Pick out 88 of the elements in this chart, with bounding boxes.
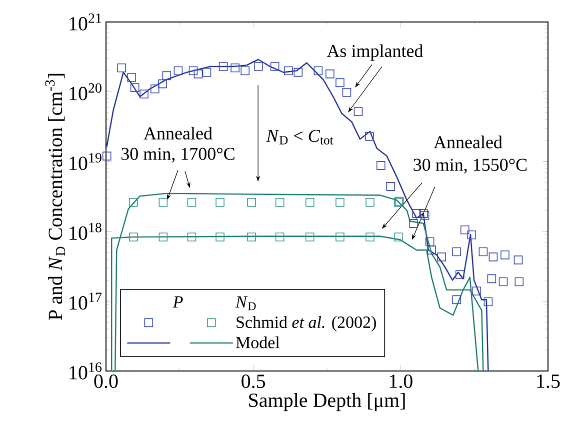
point <box>452 295 462 304</box>
point <box>460 225 470 234</box>
x-tick-label: 0.5 <box>242 374 266 388</box>
point <box>240 66 250 76</box>
annotation: P <box>172 296 183 308</box>
point <box>275 232 284 242</box>
point <box>478 247 488 256</box>
point <box>202 68 212 77</box>
point <box>158 232 168 242</box>
y-tick-label: 10$^{17}$ <box>70 292 102 310</box>
point <box>418 209 428 218</box>
point <box>514 277 524 286</box>
point <box>366 232 374 242</box>
point <box>484 297 493 306</box>
y-tick-label: 10$^{18}$ <box>70 222 102 240</box>
point <box>394 232 403 242</box>
line-series <box>114 192 484 371</box>
point <box>487 274 496 284</box>
point <box>467 230 476 240</box>
annotation: 30 min, 1550°C <box>414 158 527 174</box>
annotation: N$_{D}$ <box>235 296 256 310</box>
point <box>427 246 436 254</box>
point <box>336 232 344 242</box>
point <box>130 83 140 92</box>
annotation: N$_{D}$ < C$_{tot}$ <box>266 130 334 144</box>
point <box>187 198 196 207</box>
x-axis-title: Sample Depth [μm] <box>249 392 405 412</box>
y-tick-label: 10$^{21}$ <box>70 13 102 30</box>
point <box>162 71 172 80</box>
point <box>514 256 523 264</box>
point <box>102 152 112 160</box>
x-tick-label: 1.0 <box>390 374 412 388</box>
annotation: Annealed <box>144 126 212 140</box>
y-tick-label: 10$^{19}$ <box>70 153 102 170</box>
point <box>354 107 363 116</box>
point <box>188 66 198 76</box>
point <box>376 161 386 170</box>
x-tick-label: 1.5 <box>537 374 560 388</box>
point <box>275 198 284 207</box>
point <box>129 232 138 242</box>
point <box>437 252 446 262</box>
point <box>117 63 126 72</box>
point <box>216 198 224 207</box>
point <box>158 198 168 207</box>
point <box>336 78 344 88</box>
point <box>247 198 256 207</box>
point <box>150 84 160 94</box>
point <box>194 70 203 78</box>
point <box>365 132 374 141</box>
point <box>455 270 464 280</box>
point <box>420 210 430 220</box>
point <box>284 66 293 76</box>
point <box>472 286 482 296</box>
y-tick-label: 10$^{20}$ <box>70 83 102 100</box>
point <box>254 62 263 71</box>
point <box>216 232 224 242</box>
point <box>187 232 196 242</box>
point <box>294 68 303 77</box>
point <box>306 198 314 207</box>
point <box>386 182 396 191</box>
point <box>452 247 462 256</box>
point <box>129 198 138 207</box>
point <box>306 232 314 242</box>
point <box>342 88 352 97</box>
point <box>336 198 344 207</box>
point <box>314 66 323 76</box>
point <box>174 66 183 76</box>
point <box>326 70 334 78</box>
point <box>425 237 434 246</box>
point <box>488 252 498 262</box>
legend-label: Model <box>236 336 280 348</box>
point <box>230 63 240 72</box>
annotation: Annealed <box>434 136 502 148</box>
point <box>270 62 280 71</box>
point <box>498 277 508 286</box>
point <box>127 73 136 82</box>
point <box>140 90 148 98</box>
y-axis-title: P and N$_{D}$ Concentration [cm$^{-3}$] <box>45 74 66 320</box>
point <box>500 250 510 260</box>
point <box>412 209 421 218</box>
point <box>408 219 418 228</box>
annotation: 30 min, 1700°C <box>122 148 234 163</box>
point <box>247 232 256 242</box>
point <box>158 79 167 88</box>
annotation: As implanted <box>326 44 424 61</box>
point <box>366 198 374 207</box>
legend-label: Schmid et al. (2002) <box>236 316 376 332</box>
point <box>218 62 228 71</box>
